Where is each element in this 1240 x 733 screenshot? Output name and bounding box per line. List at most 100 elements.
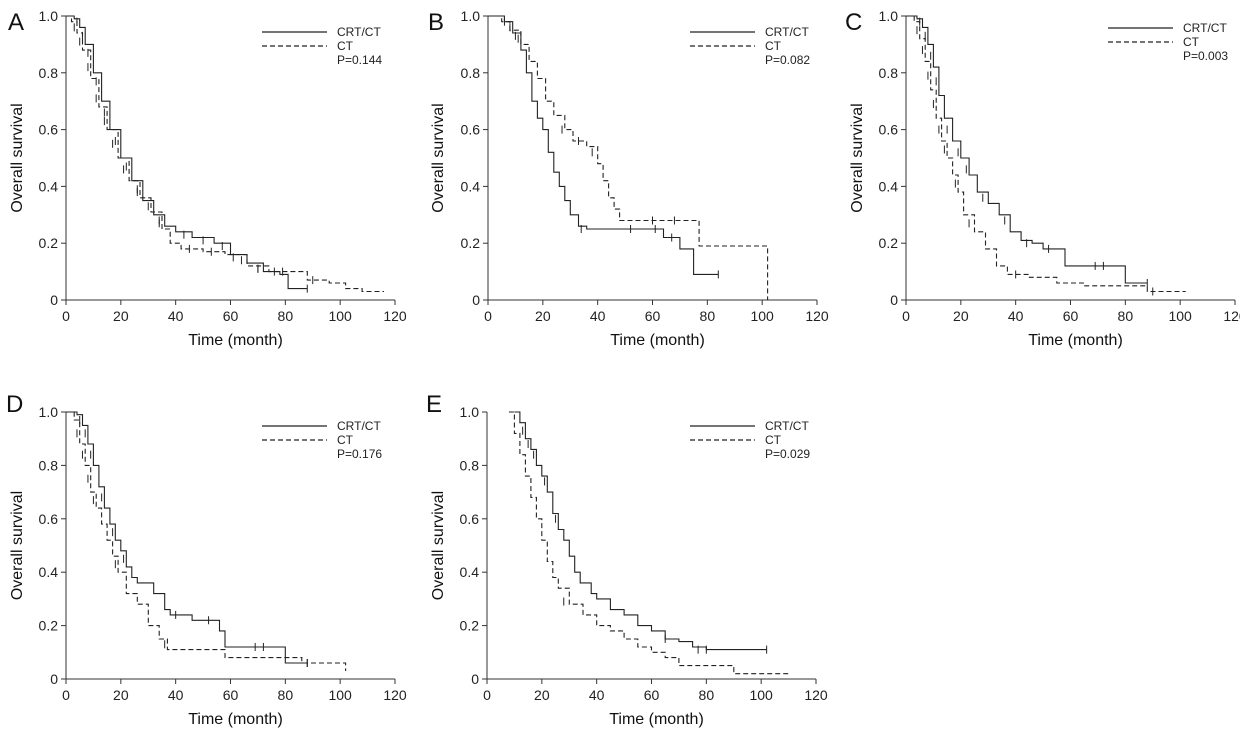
x-tick-label: 20 — [113, 687, 129, 703]
series-line-crt-ct — [66, 411, 308, 664]
x-tick-label: 20 — [535, 308, 551, 324]
p-value: P=0.029 — [765, 447, 810, 461]
y-tick-label: 1.0 — [879, 8, 899, 24]
y-tick-label: 0 — [50, 671, 58, 687]
x-tick-label: 80 — [700, 308, 716, 324]
panel-d: D 0 0.2 0.4 0.6 0.8 1.0 0 20 40 60 80 100 120 Time (mo… — [6, 391, 407, 728]
x-tick-label: 0 — [62, 308, 70, 324]
y-tick-label: 1.0 — [460, 404, 480, 420]
panel-a: A 0 0.2 0.4 0.6 0.8 1.0 0 20 40 60 80 100 120 Time (mo… — [8, 8, 407, 349]
x-tick-label: 0 — [483, 687, 491, 703]
y-tick-label: 1.0 — [461, 8, 481, 24]
y-tick-label: 0.2 — [879, 235, 899, 251]
y-tick-label: 0.4 — [879, 178, 899, 194]
x-tick-label: 20 — [113, 308, 129, 324]
p-value: P=0.144 — [337, 53, 382, 67]
y-tick-label: 0.8 — [39, 457, 59, 473]
p-value: P=0.082 — [765, 53, 810, 67]
panel-label: E — [426, 391, 442, 418]
panel-b: B 0 0.2 0.4 0.6 0.8 1.0 0 20 40 60 80 100 120 Time (mo… — [428, 8, 829, 349]
y-tick-label: 0.6 — [460, 511, 480, 527]
y-tick-label: 0 — [471, 671, 479, 687]
x-tick-label: 20 — [534, 687, 550, 703]
x-tick-label: 60 — [645, 308, 661, 324]
x-tick-label: 60 — [223, 687, 239, 703]
y-tick-label: 0.4 — [460, 564, 480, 580]
x-tick-label: 0 — [902, 308, 910, 324]
y-tick-label: 0.8 — [460, 457, 480, 473]
y-axis-label: Overall survival — [849, 103, 866, 212]
x-axis-label: Time (month) — [188, 711, 283, 728]
y-tick-label: 0.6 — [39, 511, 59, 527]
x-tick-label: 100 — [1168, 308, 1192, 324]
panel-label: A — [8, 9, 24, 36]
series-line-ct — [488, 15, 769, 300]
p-value: P=0.003 — [1183, 49, 1228, 63]
legend-label: CRT/CT — [337, 25, 381, 39]
y-tick-label: 0.4 — [39, 178, 59, 194]
panel-label: C — [845, 9, 862, 36]
x-tick-label: 60 — [223, 308, 239, 324]
panel-label: D — [6, 391, 23, 418]
y-tick-label: 0.6 — [461, 122, 481, 138]
y-tick-label: 0.2 — [460, 618, 480, 634]
y-tick-label: 0 — [472, 292, 480, 308]
x-tick-label: 120 — [1223, 308, 1240, 324]
x-tick-label: 80 — [1118, 308, 1134, 324]
series-line-ct — [508, 411, 789, 675]
y-tick-label: 0.8 — [879, 65, 899, 81]
y-axis-label: Overall survival — [9, 103, 26, 212]
x-axis-label: Time (month) — [609, 711, 704, 728]
legend-label: CT — [337, 433, 354, 447]
x-tick-label: 40 — [589, 687, 605, 703]
x-tick-label: 100 — [749, 687, 773, 703]
y-tick-label: 0.6 — [39, 122, 59, 138]
x-axis-label: Time (month) — [188, 332, 283, 349]
x-tick-label: 80 — [699, 687, 715, 703]
x-tick-label: 120 — [804, 687, 828, 703]
x-tick-label: 60 — [644, 687, 660, 703]
y-tick-label: 1.0 — [39, 8, 59, 24]
y-tick-label: 0.6 — [879, 122, 899, 138]
x-tick-label: 40 — [168, 308, 184, 324]
y-tick-label: 0.4 — [39, 564, 59, 580]
series-line-ct — [66, 411, 347, 671]
series-line-crt-ct — [488, 15, 719, 275]
x-tick-label: 100 — [328, 308, 352, 324]
legend-label: CT — [765, 39, 782, 53]
legend-label: CRT/CT — [1183, 21, 1227, 35]
x-tick-label: 120 — [383, 687, 407, 703]
x-tick-label: 80 — [278, 308, 294, 324]
p-value: P=0.176 — [337, 447, 382, 461]
y-tick-label: 0.8 — [39, 65, 59, 81]
y-tick-label: 0.2 — [39, 235, 59, 251]
legend-label: CT — [337, 39, 354, 53]
x-axis-label: Time (month) — [1028, 332, 1123, 349]
legend-label: CRT/CT — [765, 25, 809, 39]
x-tick-label: 40 — [590, 308, 606, 324]
panel-e: E 0 0.2 0.4 0.6 0.8 1.0 0 20 40 60 80 100 120 Time (mo… — [426, 391, 828, 728]
x-tick-label: 80 — [278, 687, 294, 703]
panel-c: C 0 0.2 0.4 0.6 0.8 1.0 0 20 40 60 80 100 120 Time (mo… — [845, 8, 1240, 349]
x-axis-label: Time (month) — [610, 332, 705, 349]
x-tick-label: 100 — [328, 687, 352, 703]
y-axis-label: Overall survival — [9, 491, 26, 600]
y-tick-label: 0 — [50, 292, 58, 308]
series-line-crt-ct — [66, 15, 308, 290]
x-tick-label: 120 — [383, 308, 407, 324]
y-tick-label: 0.2 — [461, 235, 481, 251]
x-tick-label: 0 — [484, 308, 492, 324]
x-tick-label: 120 — [805, 308, 829, 324]
panel-label: B — [428, 9, 444, 36]
x-tick-label: 40 — [1008, 308, 1024, 324]
x-tick-label: 0 — [62, 687, 70, 703]
legend-label: CRT/CT — [337, 419, 381, 433]
x-tick-label: 20 — [953, 308, 969, 324]
y-axis-label: Overall survival — [430, 103, 447, 212]
y-tick-label: 0.4 — [461, 178, 481, 194]
series-line-ct — [66, 15, 384, 293]
